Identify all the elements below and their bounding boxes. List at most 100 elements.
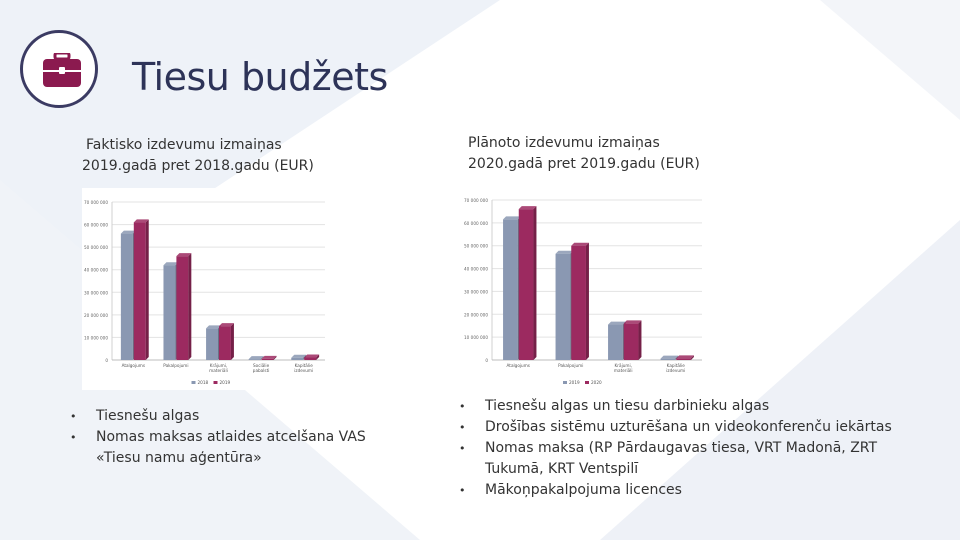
x-tick-label: Atalgojums bbox=[507, 363, 530, 368]
bar bbox=[304, 357, 317, 360]
bar-top bbox=[206, 325, 221, 329]
legend-label: 2020 bbox=[591, 380, 602, 385]
bar-side bbox=[533, 206, 537, 360]
y-tick-label: 20 000 000 bbox=[464, 312, 488, 317]
bar-side bbox=[273, 355, 277, 360]
bar-side bbox=[145, 219, 149, 360]
y-tick-label: 60 000 000 bbox=[464, 221, 488, 226]
bar-top bbox=[120, 230, 136, 234]
x-tick-label: pabalsti bbox=[253, 368, 270, 373]
y-tick-label: 20 000 000 bbox=[84, 313, 108, 318]
bar-top bbox=[676, 355, 694, 359]
bar-top bbox=[304, 354, 320, 358]
bar bbox=[660, 358, 676, 360]
bar bbox=[555, 253, 571, 360]
x-tick-label: izdevumi bbox=[666, 368, 685, 373]
bar bbox=[571, 245, 586, 360]
y-tick-label: 10 000 000 bbox=[464, 335, 488, 340]
right-bullet-item: Drošības sistēmu uzturēšana un videokonf… bbox=[455, 417, 925, 438]
right-subtitle: Plānoto izdevumu izmaiņas 2020.gadā pret… bbox=[468, 133, 700, 175]
x-tick-label: Krājumi, bbox=[615, 363, 632, 368]
bar-side bbox=[316, 354, 320, 360]
y-tick-label: 60 000 000 bbox=[84, 223, 108, 228]
bar bbox=[623, 323, 639, 360]
legend-label: 2019 bbox=[569, 380, 580, 385]
left-bullet-list: Tiesnešu algas Nomas maksas atlaides atc… bbox=[66, 406, 366, 469]
bar-side bbox=[585, 242, 589, 360]
left-subtitle: Faktisko izdevumu izmaiņas 2019.gadā pre… bbox=[82, 135, 314, 177]
right-bullet-item: Mākoņpakalpojuma licences bbox=[455, 480, 925, 501]
left-bullet-item: Tiesnešu algas bbox=[66, 406, 366, 427]
bar-side bbox=[260, 356, 264, 360]
legend-swatch bbox=[585, 381, 589, 384]
bar-top bbox=[133, 219, 149, 223]
legend-label: 2019 bbox=[220, 380, 231, 385]
bar-top bbox=[248, 356, 264, 360]
briefcase-logo bbox=[20, 30, 98, 108]
bar-side bbox=[188, 253, 192, 360]
bar-top bbox=[608, 321, 626, 325]
right-subtitle-line1: Plānoto izdevumu izmaiņas bbox=[468, 135, 660, 151]
page-title: Tiesu budžets bbox=[132, 55, 388, 99]
bar-top bbox=[176, 253, 192, 257]
bar-side bbox=[690, 355, 694, 360]
bar bbox=[291, 357, 304, 360]
right-subtitle-line2: 2020.gadā pret 2019.gadu (EUR) bbox=[468, 156, 700, 172]
bar-top bbox=[660, 355, 679, 359]
right-chart-svg: 0 10 000 000 20 000 000 30 000 000 40 000 00… bbox=[464, 198, 702, 385]
legend-swatch bbox=[191, 381, 196, 384]
bar-top bbox=[163, 262, 179, 266]
briefcase-icon bbox=[43, 53, 81, 87]
x-tick-label: Kapitālie bbox=[667, 363, 686, 368]
y-tick-label: 70 000 000 bbox=[84, 200, 108, 205]
left-subtitle-line1: Faktisko izdevumu izmaiņas bbox=[86, 137, 282, 153]
y-tick-label: 50 000 000 bbox=[84, 245, 108, 250]
bar-top bbox=[623, 320, 642, 324]
x-tick-label: Pakalpojumi bbox=[163, 363, 188, 368]
legend-swatch bbox=[213, 381, 218, 384]
bar-top bbox=[261, 355, 277, 359]
bar bbox=[120, 233, 133, 360]
bar-top bbox=[555, 250, 574, 254]
bar-side bbox=[675, 355, 679, 360]
legend-swatch bbox=[563, 381, 567, 384]
x-tick-label: materiāli bbox=[209, 368, 228, 373]
bar bbox=[676, 358, 691, 360]
bar-top bbox=[503, 216, 521, 220]
bar-top bbox=[571, 242, 589, 246]
y-tick-label: 0 bbox=[105, 358, 108, 363]
bar-side bbox=[230, 323, 234, 360]
bar bbox=[219, 326, 231, 360]
x-tick-label: izdevumi bbox=[294, 368, 313, 373]
x-tick-label: Sociālie bbox=[253, 363, 270, 368]
bar-side bbox=[638, 320, 642, 360]
y-tick-label: 0 bbox=[485, 358, 488, 363]
bar-top bbox=[291, 354, 307, 358]
right-chart: 0 10 000 000 20 000 000 30 000 000 40 000 00… bbox=[452, 188, 710, 390]
right-bullet-item: Nomas maksa (RP Pārdaugavas tiesa, VRT M… bbox=[455, 438, 925, 480]
left-bullet-item: Nomas maksas atlaides atcelšana VAS «Tie… bbox=[66, 427, 366, 469]
right-bullet-list: Tiesnešu algas un tiesu darbinieku algas… bbox=[455, 396, 925, 501]
x-tick-label: Atalgojums bbox=[122, 363, 145, 368]
bar bbox=[261, 358, 274, 360]
legend-label: 2018 bbox=[198, 380, 209, 385]
bar bbox=[163, 265, 176, 360]
bar bbox=[133, 222, 146, 360]
bar-top bbox=[219, 323, 234, 327]
bar bbox=[608, 324, 623, 360]
bar-top bbox=[518, 206, 537, 210]
y-tick-label: 40 000 000 bbox=[84, 268, 108, 273]
y-tick-label: 40 000 000 bbox=[464, 267, 488, 272]
left-chart: 0 10 000 000 20 000 000 30 000 000 40 000 00… bbox=[82, 188, 337, 390]
right-bullet-item: Tiesnešu algas un tiesu darbinieku algas bbox=[455, 396, 925, 417]
y-tick-label: 30 000 000 bbox=[84, 290, 108, 295]
left-chart-svg: 0 10 000 000 20 000 000 30 000 000 40 000 00… bbox=[84, 200, 325, 385]
x-tick-label: Krājumi, bbox=[210, 363, 227, 368]
bar bbox=[518, 209, 534, 360]
x-tick-label: materiāli bbox=[614, 368, 633, 373]
bar bbox=[503, 219, 518, 360]
x-tick-label: Kapitālie bbox=[295, 363, 314, 368]
y-tick-label: 70 000 000 bbox=[464, 198, 488, 203]
bar bbox=[248, 359, 261, 360]
left-subtitle-line2: 2019.gadā pret 2018.gadu (EUR) bbox=[82, 158, 314, 174]
